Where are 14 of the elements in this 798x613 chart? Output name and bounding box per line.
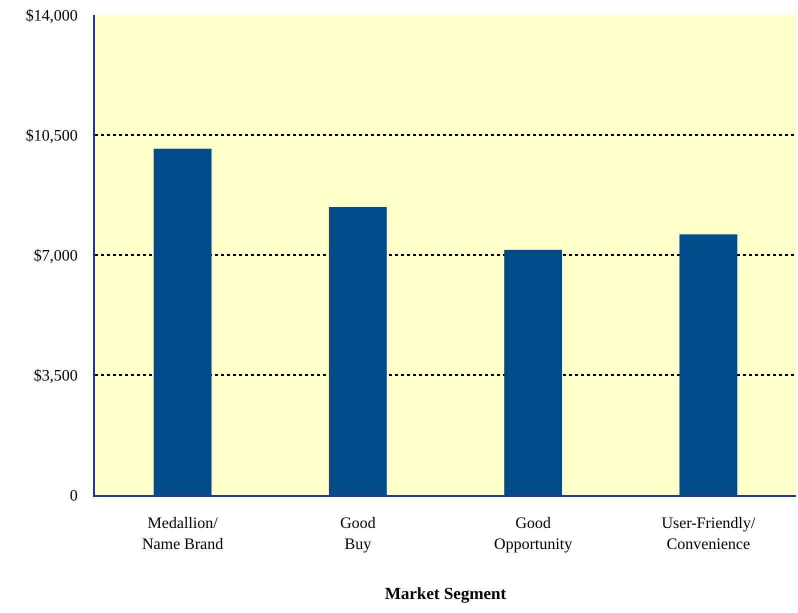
x-axis-title: Market Segment [384,584,506,603]
x-tick-label: Medallion/ Name Brand [142,515,224,553]
y-tick-label: $14,000 [26,8,78,25]
x-tick-label: Good Buy [340,515,376,553]
y-tick-label: 0 [70,488,78,505]
bar [328,207,387,495]
bar [679,234,738,495]
y-tick-label: $3,500 [34,368,78,385]
bar [504,250,562,495]
x-tick-label: User-Friendly/ Convenience [661,515,756,553]
y-tick-label: $7,000 [34,248,78,265]
y-tick-label: $10,500 [26,128,78,145]
bar [154,148,212,495]
x-tick-label: Good Opportunity [494,515,572,553]
